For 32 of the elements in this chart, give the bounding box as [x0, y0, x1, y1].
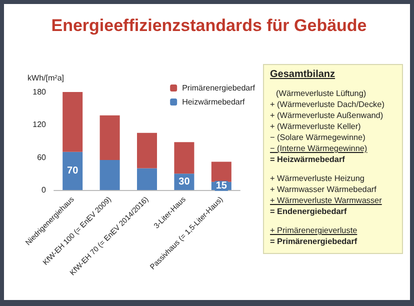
- legend-label: Primärenergiebedarf: [182, 84, 256, 92]
- bar: [137, 132, 157, 168]
- text: = Primärenergiebedarf: [270, 236, 358, 247]
- text: + Warmwasser Wärmebedarf: [270, 184, 378, 195]
- chart-title: Energieeffizienzstandards für Gebäude: [51, 16, 367, 35]
- bar: [100, 160, 120, 190]
- text: + (Wärmeverluste Außenwand): [270, 110, 384, 121]
- text: + Wärmeverluste Heizung: [270, 173, 366, 184]
- data-label: 70: [67, 165, 79, 176]
- text: − (Solare Wärmegewinne): [270, 132, 366, 143]
- text: + Primärenergieverluste: [270, 225, 358, 236]
- text: + (Wärmeverluste Dach/Decke): [270, 99, 386, 110]
- text: (Wärmeverluste Lüftung): [275, 88, 368, 99]
- data-label: 30: [178, 176, 190, 188]
- y-axis-title: kWh/[m²a]: [28, 74, 64, 82]
- y-tick-label: 60: [37, 152, 47, 162]
- bar: [137, 168, 157, 190]
- bar: [62, 92, 83, 152]
- text: − (Interne Wärmegewinne): [270, 143, 368, 154]
- data-label: 15: [216, 180, 228, 192]
- text: + Wärmeverluste Warmwasser: [270, 195, 383, 206]
- text: + (Wärmeverluste Keller): [270, 121, 362, 132]
- y-tick-label: 0: [42, 186, 47, 194]
- y-tick-label: 180: [32, 88, 47, 96]
- text: Gesamtbilanz: [270, 69, 336, 80]
- y-tick-label: 120: [32, 120, 47, 130]
- bar: [174, 142, 194, 174]
- bar: [100, 115, 120, 160]
- text: = Endenergiebedarf: [270, 206, 348, 217]
- bar: [211, 162, 232, 182]
- text: = Heizwärmebedarf: [270, 154, 346, 165]
- legend-label: Heizwärmebedarf: [182, 98, 246, 106]
